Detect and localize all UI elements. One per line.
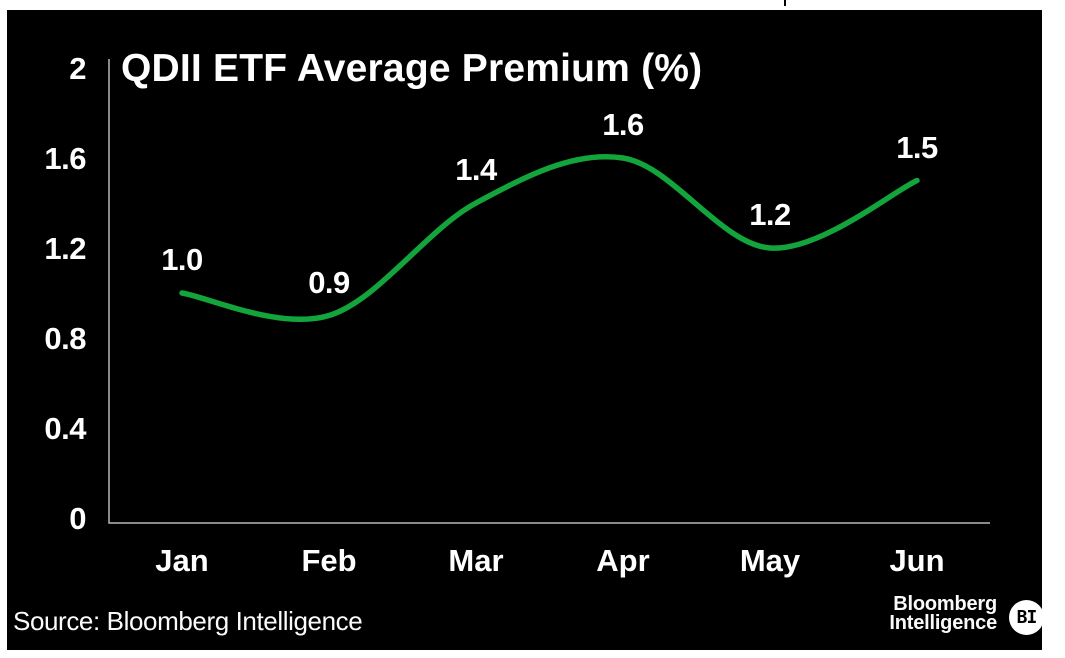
logo-line-2: Intelligence — [889, 612, 997, 634]
top-margin-tick-artifact — [784, 0, 786, 6]
source-attribution: Source: Bloomberg Intelligence — [13, 606, 363, 636]
y-tick-label: 1.2 — [44, 231, 86, 266]
data-point-label: 1.4 — [455, 152, 497, 187]
data-point-label: 0.9 — [308, 264, 350, 300]
bi-logo-badge-label: BI — [1016, 607, 1038, 628]
chart-title: QDII ETF Average Premium (%) — [121, 47, 703, 90]
y-tick-label: 0 — [69, 501, 86, 536]
y-tick-label: 0.8 — [44, 321, 86, 356]
bloomberg-intelligence-logo-text: Bloomberg Intelligence — [889, 593, 997, 634]
y-tick-label: 0.4 — [44, 411, 86, 446]
x-tick-label: Jan — [155, 543, 209, 578]
x-tick-label: Mar — [448, 543, 504, 578]
x-tick-label: Feb — [301, 543, 357, 578]
chart-background-panel — [7, 10, 1042, 650]
premium-line-series — [179, 154, 920, 322]
axis-lines — [108, 59, 990, 524]
data-point-label: 1.5 — [896, 129, 938, 165]
logo-line-1: Bloomberg — [893, 593, 997, 615]
y-tick-label: 2 — [69, 51, 86, 86]
y-tick-label: 1.6 — [44, 141, 86, 176]
data-point-label: 1.0 — [161, 242, 203, 277]
x-tick-label: May — [739, 543, 801, 578]
data-point-label: 1.2 — [749, 197, 791, 232]
bi-logo-badge: BI — [1009, 600, 1044, 635]
data-point-label: 1.6 — [602, 107, 644, 142]
x-tick-label: Jun — [889, 543, 945, 578]
x-tick-label: Apr — [596, 543, 650, 578]
